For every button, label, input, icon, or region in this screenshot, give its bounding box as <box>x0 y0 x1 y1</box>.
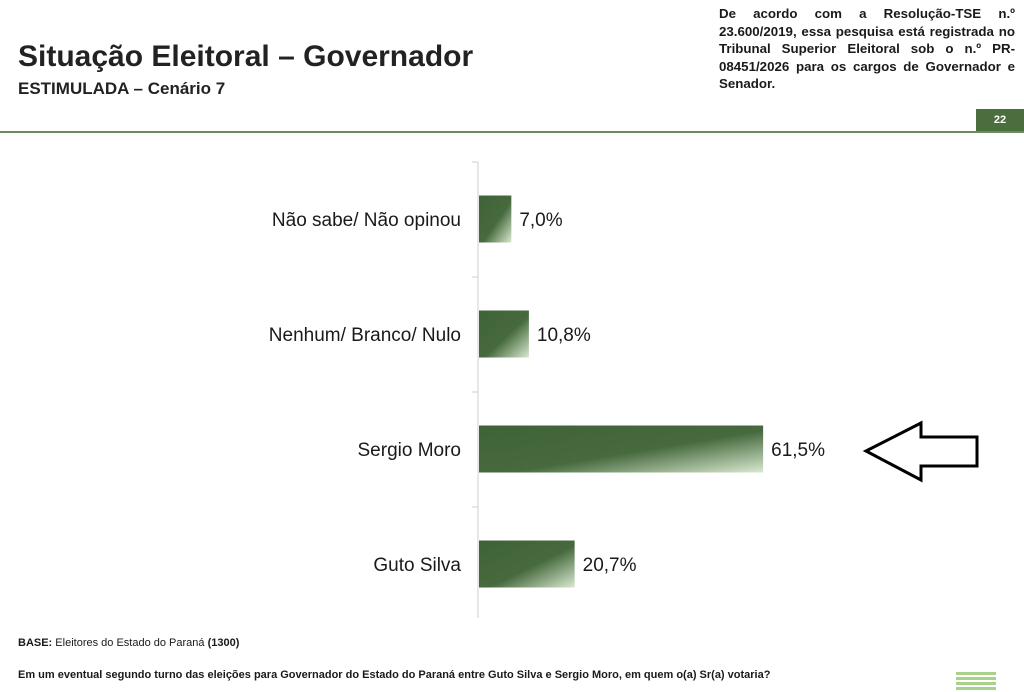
category-label: Nenhum/ Branco/ Nulo <box>269 325 461 346</box>
base-note: BASE: Eleitores do Estado do Paraná (130… <box>18 637 239 649</box>
base-label: BASE: <box>18 637 53 649</box>
page-number-badge: 22 <box>976 109 1024 131</box>
page-title: Situação Eleitoral – Governador <box>18 40 474 73</box>
brand-stripes-icon <box>956 672 996 692</box>
data-label: 61,5% <box>771 440 825 461</box>
data-label: 7,0% <box>519 210 562 231</box>
base-count: (1300) <box>207 637 240 649</box>
data-label: 20,7% <box>583 555 637 576</box>
registration-note: De acordo com a Resolução-TSE n.º 23.600… <box>719 6 1015 92</box>
data-label: 10,8% <box>537 325 591 346</box>
page-subtitle: ESTIMULADA – Cenário 7 <box>18 79 226 98</box>
bar <box>479 425 764 473</box>
survey-question: Em um eventual segundo turno das eleiçõe… <box>18 669 771 681</box>
highlight-arrow-icon <box>862 420 979 483</box>
bar <box>479 540 575 588</box>
base-text: Eleitores do Estado do Paraná <box>55 637 205 649</box>
bar-chart: Não sabe/ Não opinou Nenhum/ Branco/ Nulo… <box>269 161 979 618</box>
category-label: Sergio Moro <box>358 440 462 461</box>
bar <box>479 310 529 358</box>
bar <box>479 195 512 243</box>
category-label: Guto Silva <box>373 555 461 576</box>
category-label: Não sabe/ Não opinou <box>272 210 461 231</box>
header-divider <box>0 131 1024 133</box>
